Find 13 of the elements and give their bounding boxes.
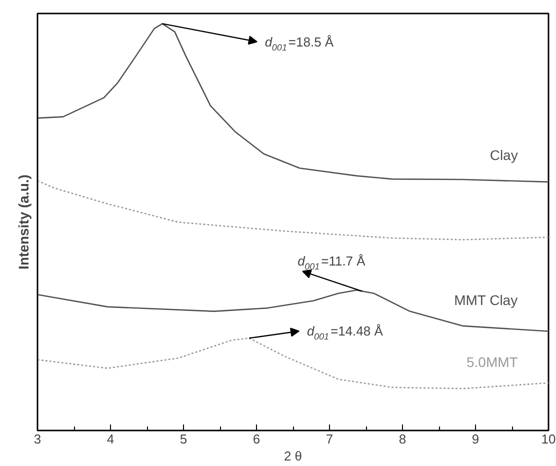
x-tick-label: 10 xyxy=(541,432,556,446)
series-label: Clay xyxy=(490,146,518,163)
x-tick-label: 9 xyxy=(472,432,480,446)
x-tick-label: 4 xyxy=(106,432,114,446)
x-tick-label: 6 xyxy=(252,432,260,446)
x-axis-title: 2 θ xyxy=(284,448,302,464)
series-label: 5.0MMT xyxy=(466,354,518,370)
x-tick-label: 7 xyxy=(326,432,334,446)
y-axis-title: Intensity (a.u.) xyxy=(16,174,32,270)
series-label: MMT Clay xyxy=(454,292,518,308)
x-tick-label: 5 xyxy=(180,432,188,446)
x-tick-label: 3 xyxy=(34,432,42,446)
x-tick-label: 8 xyxy=(398,432,406,446)
